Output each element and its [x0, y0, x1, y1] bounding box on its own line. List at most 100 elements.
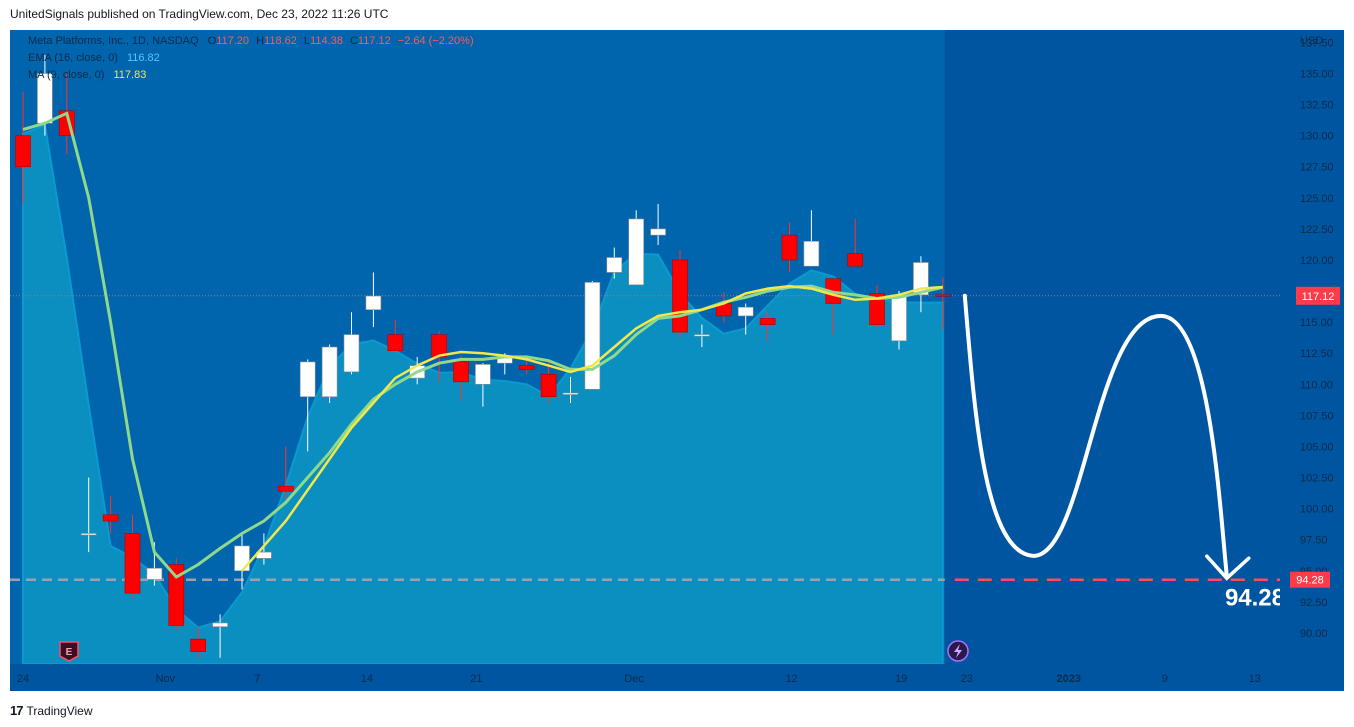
- candle-body: [562, 392, 579, 395]
- legend-c-label: C: [349, 35, 358, 47]
- candle: [934, 277, 951, 330]
- candle-body: [606, 257, 623, 273]
- lightning-icon: [947, 640, 969, 662]
- candle-body: [299, 361, 316, 398]
- candle-body: [146, 567, 163, 580]
- candle: [847, 218, 864, 267]
- footer-brand: TradingView: [26, 703, 93, 718]
- legend-l-value: 114.38: [310, 35, 343, 47]
- candle-body: [540, 374, 557, 398]
- y-axis-panel: [1280, 30, 1344, 691]
- candle: [299, 359, 316, 452]
- y-tick-label: 125.00: [1300, 193, 1334, 205]
- y-tick-label: 107.50: [1300, 410, 1334, 422]
- candle: [759, 312, 776, 341]
- x-tick-label: Nov: [156, 673, 176, 685]
- candle-body: [80, 533, 97, 536]
- candle-body: [694, 334, 710, 337]
- candle-body: [847, 253, 864, 267]
- x-tick-label: 21: [470, 673, 482, 685]
- candle-body: [387, 334, 404, 352]
- x-tick-label: 24: [17, 673, 29, 685]
- y-tick-label: 100.00: [1300, 504, 1334, 516]
- publisher-caption: UnitedSignals published on TradingView.c…: [10, 7, 389, 21]
- legend-ma-label: MA (9, close, 0): [28, 69, 105, 81]
- candle: [540, 359, 557, 403]
- y-tick-label: 90.00: [1300, 628, 1328, 640]
- candle: [168, 558, 185, 631]
- candle: [869, 284, 885, 329]
- x-tick-label: 13: [1249, 673, 1261, 685]
- legend-h-label: H: [256, 35, 265, 47]
- y-tick-label: 127.50: [1300, 162, 1334, 174]
- y-tick-label: 92.50: [1300, 597, 1328, 609]
- candle-body: [190, 638, 206, 652]
- candle-body: [803, 241, 820, 267]
- y-tick-label: 97.50: [1300, 535, 1328, 547]
- candle-body: [584, 282, 601, 390]
- current-price-badge: [1296, 286, 1340, 305]
- x-tick-label: 9: [1162, 673, 1168, 685]
- y-tick-label: 110.00: [1300, 379, 1333, 391]
- candle: [913, 256, 929, 313]
- chart-panel[interactable]: 94.28 USD 137.50 135.00 132.50 130.00 127.50 1…: [10, 30, 1344, 691]
- candle: [803, 210, 820, 267]
- y-tick-label: 105.00: [1300, 441, 1334, 453]
- candle: [562, 376, 579, 403]
- candle: [781, 222, 798, 273]
- candle-body: [212, 622, 228, 628]
- y-tick-label: 112.50: [1300, 348, 1333, 360]
- legend-ema-value: 116.82: [126, 52, 160, 64]
- candle-body: [737, 306, 754, 317]
- forecast-path: [962, 293, 1229, 578]
- y-tick-label: 135.00: [1300, 69, 1334, 81]
- candle-body: [124, 533, 141, 594]
- candle: [212, 614, 228, 658]
- svg-text:E: E: [66, 647, 73, 658]
- candle-body: [891, 294, 907, 342]
- candle-body: [321, 346, 338, 398]
- candle: [277, 446, 294, 499]
- candle: [190, 626, 206, 658]
- candle: [694, 324, 710, 347]
- x-tick-label: 2023: [1057, 673, 1081, 685]
- candle-body: [913, 262, 929, 296]
- current-price-label: 117.12: [1302, 291, 1335, 303]
- candle: [584, 281, 601, 390]
- candle-body: [15, 135, 31, 168]
- legend-ma-value: 117.83: [113, 69, 147, 81]
- tradingview-logo-icon: 17: [10, 703, 24, 718]
- candle-body: [343, 334, 360, 373]
- y-tick-label: 122.50: [1300, 224, 1334, 236]
- target-price-annotation: 94.28: [1225, 585, 1285, 612]
- candle-body: [453, 361, 469, 383]
- legend-h-value: 118.62: [264, 35, 297, 47]
- target-price-label: 94.28: [1296, 575, 1324, 587]
- candle-body: [234, 545, 250, 572]
- candle: [124, 514, 141, 599]
- y-axis-unit: USD: [1300, 35, 1323, 47]
- legend-change: −2.64 (−2.20%): [397, 35, 474, 47]
- y-tick-label: 130.00: [1300, 131, 1334, 143]
- candle: [737, 303, 754, 335]
- y-tick-label: 115.00: [1300, 317, 1333, 329]
- candle-body: [869, 293, 885, 325]
- candle-body: [475, 364, 491, 385]
- earnings-e-icon: E: [59, 641, 79, 662]
- candle-body: [934, 294, 951, 297]
- candle: [80, 477, 97, 553]
- legend-l-label: L: [303, 35, 311, 47]
- target-price-badge: [1290, 571, 1330, 588]
- x-tick-label: 19: [895, 673, 907, 685]
- candle: [15, 92, 31, 205]
- legend-row-ema: EMA (16, close, 0) 116.82: [28, 52, 160, 64]
- candle-body: [277, 485, 294, 492]
- candle: [650, 204, 666, 246]
- candle: [672, 250, 688, 338]
- candle: [475, 363, 491, 407]
- candle: [628, 210, 645, 286]
- legend-symbol: Meta Platforms, Inc., 1D, NASDAQ: [28, 35, 199, 47]
- candle: [387, 319, 404, 352]
- ma-9-line: [241, 284, 943, 572]
